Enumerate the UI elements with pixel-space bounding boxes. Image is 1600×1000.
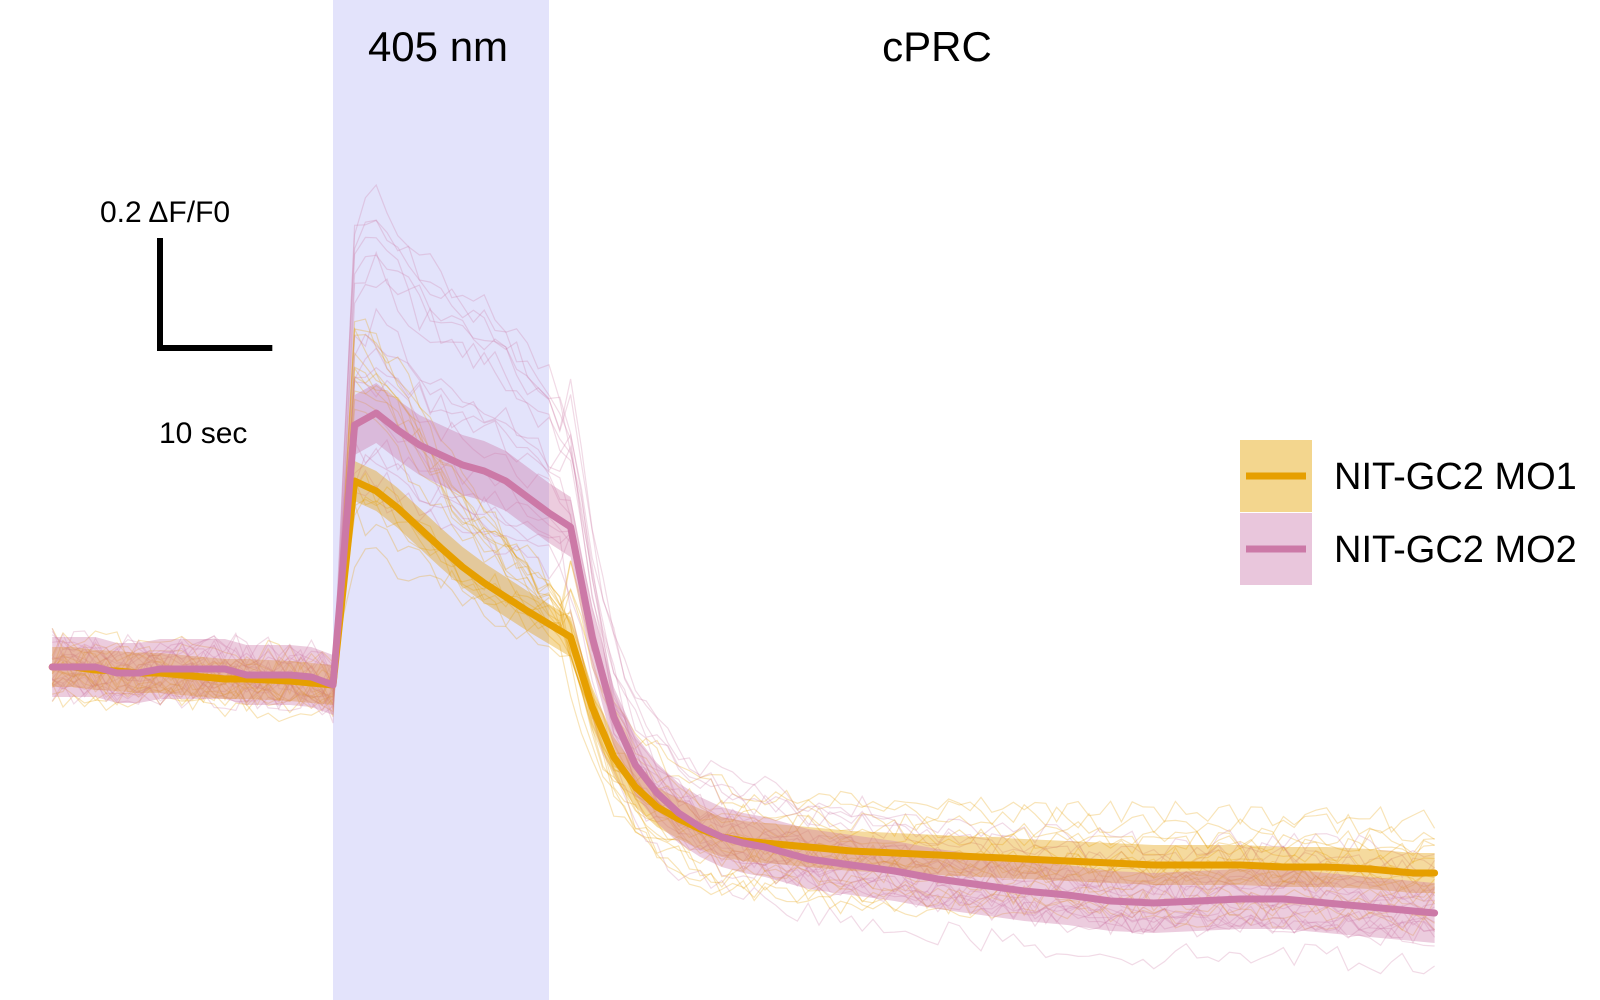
mean-lines <box>48 409 1439 917</box>
individual-trace <box>51 254 1435 879</box>
individual-trace <box>51 398 1436 912</box>
individual-trace <box>51 318 1435 865</box>
individual-trace <box>51 366 1435 855</box>
individual-trace <box>51 333 1436 878</box>
individual-trace <box>52 366 1436 939</box>
individual-trace <box>51 471 1435 888</box>
individual-trace <box>51 377 1436 834</box>
legend: NIT-GC2 MO1 NIT-GC2 MO2 <box>1240 440 1577 585</box>
individual-trace <box>51 183 1435 939</box>
stimulus-window <box>333 0 549 1000</box>
individual-trace <box>51 390 1436 937</box>
individual-trace <box>51 495 1435 862</box>
mean-line-2 <box>48 409 1439 917</box>
legend-label-1: NIT-GC2 MO1 <box>1334 456 1577 498</box>
individual-trace <box>51 333 1435 843</box>
sem-bands <box>52 383 1435 943</box>
stimulus-label: 405 nm <box>368 23 508 70</box>
individual-trace <box>51 408 1435 873</box>
scale-bar-y-label: 0.2 ΔF/F0 <box>100 196 230 229</box>
individual-trace <box>51 469 1435 947</box>
individual-trace <box>51 366 1436 898</box>
individual-trace <box>51 484 1435 902</box>
individual-trace <box>52 504 1436 905</box>
region-label: cPRC <box>882 23 992 70</box>
sem-band-2 <box>52 383 1435 943</box>
individual-trace <box>51 351 1435 919</box>
individual-trace <box>51 236 1435 877</box>
legend-label-2: NIT-GC2 MO2 <box>1334 529 1577 571</box>
scale-bar: 0.2 ΔF/F0 10 sec <box>100 196 273 450</box>
mean-line-1 <box>48 477 1439 877</box>
individual-trace <box>51 453 1435 975</box>
sem-band-1 <box>52 461 1435 893</box>
individual-trace <box>52 347 1435 915</box>
individual-trace <box>51 307 1435 858</box>
scale-bar-x-label: 10 sec <box>159 417 247 450</box>
individual-trace <box>52 250 1436 934</box>
